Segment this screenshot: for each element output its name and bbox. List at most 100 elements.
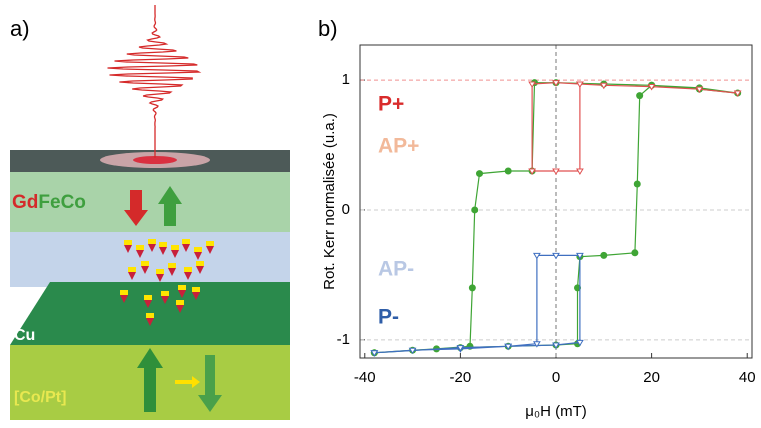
point [600, 251, 608, 259]
arrow-down-red [124, 190, 148, 226]
layer-label: Cu [14, 327, 35, 344]
point [468, 284, 476, 292]
panel-label: b) [318, 16, 338, 41]
spin-head [194, 247, 202, 252]
x-tick-label: -20 [450, 369, 472, 386]
point [552, 168, 560, 175]
chart: b) -1 0 1 -40 -20 0 20 40 μ₀H (mT) Rot. Kerr norm… [318, 16, 756, 420]
spin [141, 266, 149, 274]
gdfeco-layer [10, 172, 290, 232]
spin-head [178, 285, 186, 290]
spin-head [176, 300, 184, 305]
spin [161, 296, 169, 304]
spin [182, 244, 190, 252]
laser-spot-core [133, 156, 177, 164]
spin [184, 272, 192, 280]
y-tick-label: 0 [342, 201, 350, 218]
spin [196, 266, 204, 274]
spin-head [171, 245, 179, 250]
spin-head [156, 269, 164, 274]
spin-head [141, 261, 149, 266]
annotation: P+ [378, 93, 404, 116]
point [574, 284, 582, 292]
arrow-yellow [175, 376, 200, 388]
spin [156, 274, 164, 282]
point [695, 86, 704, 94]
panel-label: a) [10, 16, 30, 41]
point [631, 249, 639, 257]
spin-head [192, 287, 200, 292]
x-tick-label: 0 [552, 369, 560, 386]
point [552, 342, 560, 349]
spin [159, 247, 167, 255]
point [647, 84, 656, 91]
spin-head [184, 267, 192, 272]
layer-label: GdFeCo [12, 192, 86, 213]
arrow-up-green [158, 186, 182, 226]
x-axis-label: μ₀H (mT) [525, 403, 587, 420]
point [370, 350, 379, 357]
annotation: AP+ [378, 135, 419, 158]
spin-head [161, 291, 169, 296]
point [576, 168, 584, 175]
spin-head [128, 267, 136, 272]
point [456, 345, 465, 352]
point [576, 339, 584, 347]
point [476, 170, 484, 178]
x-tick-label: 20 [643, 369, 660, 386]
spin-head [206, 241, 214, 246]
point [633, 180, 641, 188]
plot-frame [359, 44, 753, 359]
point [576, 252, 584, 260]
spin [176, 305, 184, 313]
spin-head [148, 239, 156, 244]
spin [120, 295, 128, 303]
spin-head [196, 261, 204, 266]
spin-head [146, 313, 154, 318]
y-axis-label: Rot. Kerr normalisée (u.a.) [321, 113, 338, 290]
spin [144, 300, 152, 308]
spin-head [144, 295, 152, 300]
spin-cloud [120, 239, 214, 326]
point [408, 347, 417, 355]
spin [136, 250, 144, 258]
spin [168, 268, 176, 276]
x-tick-label: 40 [739, 369, 756, 386]
annotation: P- [378, 306, 399, 329]
point [576, 81, 584, 88]
y-tick-label: 1 [342, 71, 350, 88]
spin-head [136, 245, 144, 250]
layer-label: [Co/Pt] [14, 389, 66, 406]
point [599, 82, 608, 90]
spin [194, 252, 202, 260]
y-tick-label: -1 [337, 331, 350, 348]
point [636, 92, 644, 100]
point [528, 81, 536, 88]
spin-head [159, 242, 167, 247]
spin [192, 292, 200, 300]
arrow-down-copt [198, 355, 222, 412]
spin-head [168, 263, 176, 268]
point [504, 167, 512, 175]
point [504, 343, 513, 351]
spin-head [124, 240, 132, 245]
spin [124, 245, 132, 253]
spin [171, 250, 179, 258]
illustration: a) GdFeCo Cu [Co/Pt] [10, 5, 290, 420]
series-line [531, 82, 738, 172]
annotation: AP- [378, 258, 414, 281]
spin [178, 290, 186, 298]
spin [146, 318, 154, 326]
point [552, 80, 560, 87]
spin-head [120, 290, 128, 295]
point [552, 252, 560, 260]
x-tick-label: -40 [354, 369, 376, 386]
point [733, 90, 742, 98]
spin-head [182, 239, 190, 244]
point [471, 206, 479, 214]
laser-pulse [107, 5, 202, 158]
point [532, 252, 541, 260]
spin [148, 244, 156, 252]
arrow-up-copt [137, 348, 163, 412]
